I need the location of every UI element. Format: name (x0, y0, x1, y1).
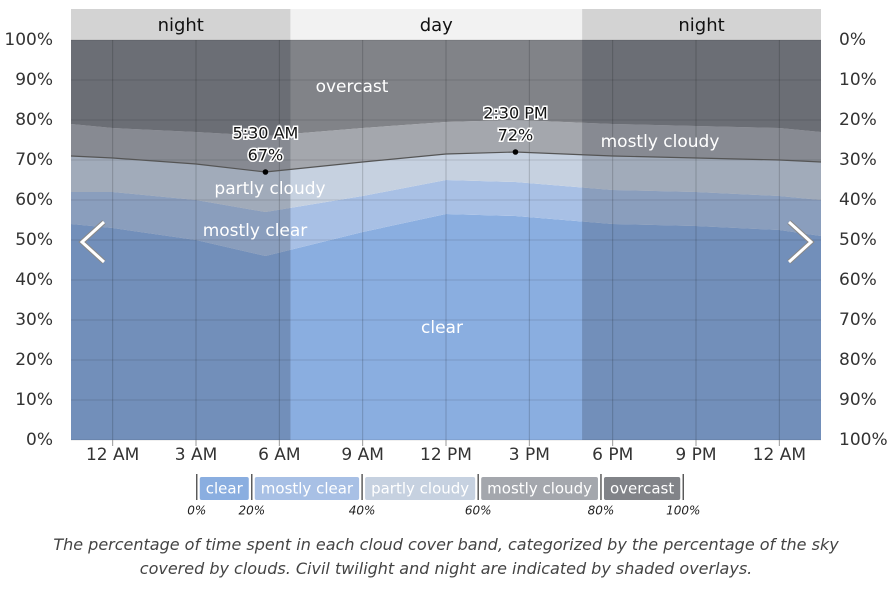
y2-tick-label: 0% (839, 30, 866, 50)
legend-tick-label: 80% (588, 504, 615, 518)
header-band (71, 9, 291, 40)
x-tick-label: 6 AM (258, 445, 301, 465)
header-band (290, 9, 583, 40)
legend-swatch (254, 477, 360, 500)
legend-tick-label: 60% (465, 504, 492, 518)
annotation-value: 67% (248, 146, 284, 165)
y2-tick-label: 40% (839, 190, 877, 210)
prev-arrow[interactable] (79, 220, 106, 264)
band-label: clear (421, 318, 463, 338)
y2-tick-label: 70% (839, 310, 877, 330)
x-tick-label: 12 AM (86, 445, 139, 465)
x-tick-label: 3 AM (175, 445, 218, 465)
legend-label: overcast (610, 480, 674, 498)
y-tick-label: 100% (4, 30, 53, 50)
y2-tick-label: 60% (839, 270, 877, 290)
legend-swatch (199, 477, 249, 500)
y-tick-label: 40% (15, 270, 53, 290)
x-tick-label: 6 PM (592, 445, 633, 465)
legend-label: clear (206, 480, 244, 498)
legend-swatch (365, 477, 476, 500)
legend-label: mostly cloudy (487, 480, 592, 498)
plot-layer: night day night 0% 10% 20% 30% 40% 50% 60% 70% 80% 9… (4, 9, 888, 465)
x-tick-label: 3 PM (509, 445, 550, 465)
x-tick-label: 12 PM (420, 445, 472, 465)
area-4 (71, 40, 821, 136)
night-overlay (582, 40, 821, 440)
legend-swatch (481, 477, 598, 500)
caption: The percentage of time spent in each clo… (53, 535, 839, 578)
x-tick-label: 12 AM (753, 445, 806, 465)
night-overlay (71, 40, 291, 440)
y-tick-label: 20% (15, 350, 53, 370)
legend-tick-label: 40% (349, 504, 376, 518)
y-tick-label: 30% (15, 310, 53, 330)
legend-tick-label: 20% (238, 504, 265, 518)
y-tick-label: 90% (15, 70, 53, 90)
band-label: partly cloudy (214, 179, 325, 199)
x-tick-label: 9 PM (675, 445, 716, 465)
y2-tick-label: 10% (839, 70, 877, 90)
area-0 (71, 214, 821, 440)
header-label: night (678, 15, 724, 36)
annotation-time: 5:30 AM (233, 124, 299, 143)
legend-swatch (603, 477, 681, 500)
y-tick-label: 50% (15, 230, 53, 250)
y2-tick-label: 80% (839, 350, 877, 370)
y2-tick-label: 30% (839, 150, 877, 170)
band-label: mostly cloudy (601, 132, 720, 152)
y-tick-label: 0% (26, 430, 53, 450)
header-band (582, 9, 821, 40)
legend-label: mostly clear (261, 480, 354, 498)
legend-label: partly cloudy (371, 480, 469, 498)
y-tick-label: 80% (15, 110, 53, 130)
header-label: night (158, 15, 204, 36)
annotation-dot (512, 149, 519, 155)
y2-tick-label: 50% (839, 230, 877, 250)
next-arrow[interactable] (787, 220, 814, 264)
legend-tick-label: 0% (187, 504, 206, 518)
header-label: day (420, 15, 453, 36)
y-tick-label: 10% (15, 390, 53, 410)
annotation-value: 72% (498, 126, 534, 145)
band-label: overcast (316, 77, 389, 97)
area-3 (71, 120, 821, 172)
legend: clear mostly clear partly cloudy mostly clo… (187, 474, 700, 518)
x-tick-label: 9 AM (341, 445, 384, 465)
area-2 (71, 152, 821, 212)
partly-cloudy-line (70, 151, 822, 173)
y-tick-label: 70% (15, 150, 53, 170)
chart: night day night 0% 10% 20% 30% 40% 50% 60% 70% 80% 9… (4, 9, 888, 518)
y2-tick-label: 20% (839, 110, 877, 130)
band-label: mostly clear (203, 221, 308, 241)
y2-tick-label: 90% (839, 390, 877, 410)
annotation-time: 2:30 PM (483, 104, 547, 123)
legend-tick-label: 100% (666, 504, 700, 518)
annotation-dot (262, 169, 269, 175)
area-1 (71, 180, 821, 256)
y2-tick-label: 100% (839, 430, 888, 450)
y-tick-label: 60% (15, 190, 53, 210)
